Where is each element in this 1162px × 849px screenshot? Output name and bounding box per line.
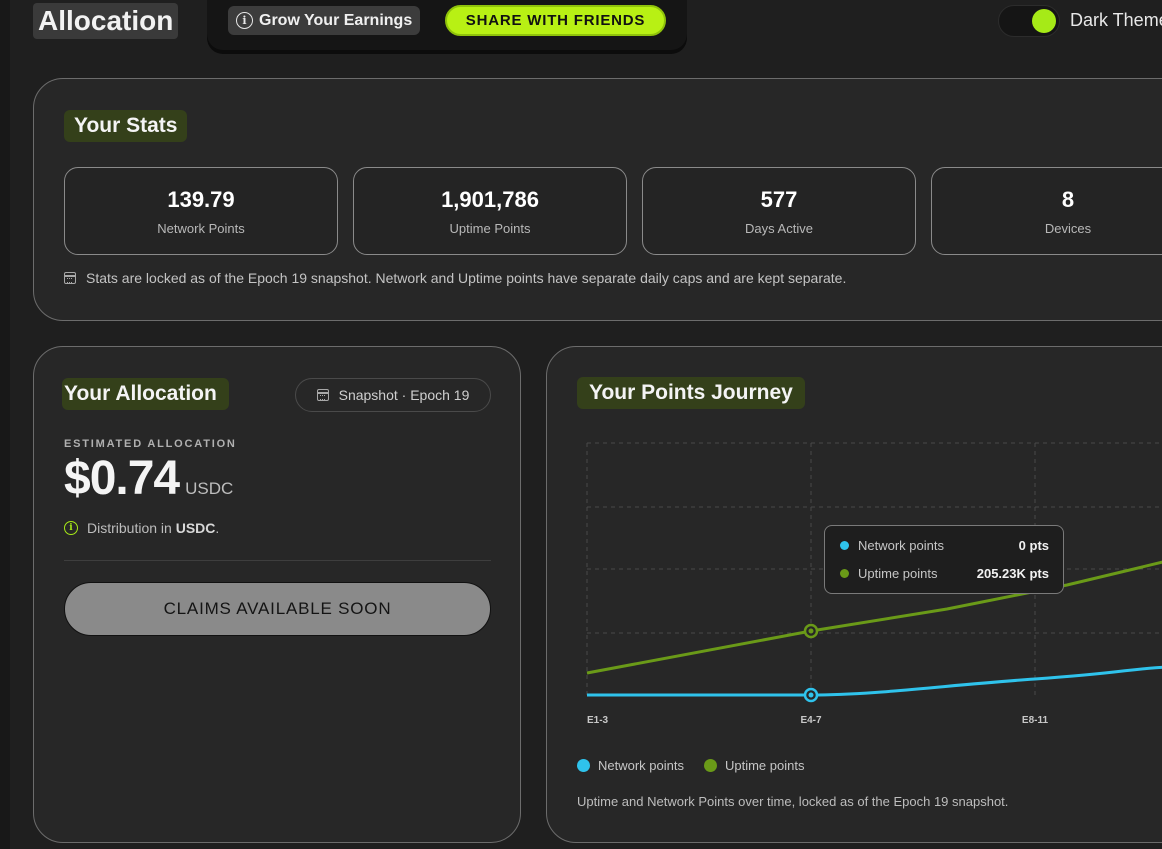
stat-value: 1,901,786: [441, 187, 539, 212]
tooltip-network-value: 0 pts: [1018, 538, 1049, 553]
divider: [64, 560, 491, 561]
page-title: Allocation: [33, 3, 179, 39]
allocation-amount-row: $0.74 USDC: [64, 451, 233, 506]
distribution-prefix: Distribution in: [87, 520, 172, 536]
stat-label: Network Points: [157, 221, 245, 236]
chart-grid: [586, 442, 1162, 695]
estimated-allocation-label: ESTIMATED ALLOCATION: [64, 438, 237, 450]
x-tick-label: E8-11: [1022, 715, 1049, 726]
network-point-dot: [808, 692, 814, 698]
share-with-friends-button[interactable]: SHARE WITH FRIENDS: [445, 5, 666, 36]
stats-note: Stats are locked as of the Epoch 19 snap…: [64, 270, 846, 286]
tooltip-uptime-label: Uptime points: [858, 566, 938, 581]
stat-devices: 8 Devices: [931, 167, 1162, 255]
journey-title: Your Points Journey: [577, 377, 805, 409]
info-icon: i: [236, 12, 253, 29]
tooltip-network-row: Network points 0 pts: [840, 538, 1049, 553]
x-tick-label: E4-7: [800, 715, 822, 726]
calendar-icon: [64, 272, 76, 284]
stat-network-points: 139.79 Network Points: [64, 167, 338, 255]
legend-uptime[interactable]: Uptime points: [703, 758, 805, 773]
stats-card: Your Stats 139.79 Network Points 1,901,7…: [33, 78, 1162, 321]
promo-bar: i Grow Your Earnings SHARE WITH FRIENDS: [207, 0, 687, 50]
uptime-dot-icon: [840, 569, 849, 578]
snapshot-label: Snapshot · Epoch 19: [338, 387, 470, 403]
grow-earnings-chip[interactable]: i Grow Your Earnings: [228, 6, 421, 35]
allocation-amount: $0.74: [64, 452, 180, 505]
allocation-card: Your Allocation Snapshot · Epoch 19 ESTI…: [33, 346, 521, 843]
chart-caption: Uptime and Network Points over time, loc…: [577, 794, 1009, 809]
claims-available-soon-button[interactable]: CLAIMS AVAILABLE SOON: [64, 582, 491, 636]
x-tick-label: E1-3: [587, 715, 609, 726]
distribution-note: i Distribution in USDC.: [64, 520, 219, 536]
tooltip-uptime-row: Uptime points 205.23K pts: [840, 566, 1049, 581]
network-dot-icon: [840, 541, 849, 550]
info-icon: i: [64, 521, 78, 535]
chart-legend: Network points Uptime points: [577, 758, 804, 773]
tooltip-network-label: Network points: [858, 538, 944, 553]
dark-theme-toggle[interactable]: [998, 5, 1060, 37]
dark-theme-label: Dark Theme: [1070, 10, 1162, 30]
stats-note-text: Stats are locked as of the Epoch 19 snap…: [86, 270, 847, 286]
network-dot-icon: [577, 759, 590, 772]
allocation-unit: USDC: [185, 479, 234, 498]
distribution-suffix: .: [215, 520, 220, 536]
stat-value: 8: [1061, 187, 1075, 212]
stat-days-active: 577 Days Active: [642, 167, 916, 255]
stat-value: 577: [760, 187, 798, 212]
grow-earnings-label: Grow Your Earnings: [259, 11, 413, 29]
stat-label: Days Active: [745, 221, 813, 236]
stats-title: Your Stats: [64, 110, 188, 142]
legend-network-label: Network points: [598, 758, 684, 773]
legend-network[interactable]: Network points: [577, 758, 684, 773]
chart-tooltip: Network points 0 pts Uptime points 205.2…: [824, 525, 1064, 594]
calendar-icon: [316, 389, 329, 401]
chart-ticks: E1-3 E4-7 E8-11: [587, 715, 1049, 726]
points-journey-chart: E1-3 E4-7 E8-11: [586, 442, 1162, 726]
tooltip-uptime-value: 205.23K pts: [976, 566, 1049, 581]
snapshot-chip: Snapshot · Epoch 19: [295, 378, 491, 412]
series-network-line: [587, 665, 1162, 697]
left-rail: [0, 0, 10, 849]
distribution-currency: USDC: [175, 520, 216, 536]
uptime-point-dot: [808, 628, 814, 634]
points-journey-card: Your Points Journey E1-3 E4-7 E8-11 Networ…: [546, 346, 1162, 843]
legend-uptime-label: Uptime points: [724, 758, 805, 773]
distribution-text: Distribution in USDC.: [87, 520, 219, 536]
toggle-knob: [1032, 9, 1056, 33]
allocation-title: Your Allocation: [62, 378, 229, 410]
series-uptime-line: [586, 560, 1162, 675]
stat-value: 139.79: [167, 187, 235, 212]
uptime-dot-icon: [703, 759, 717, 772]
stat-label: Uptime Points: [449, 221, 531, 236]
chart-lines: [586, 560, 1162, 703]
stat-label: Devices: [1044, 221, 1092, 236]
stat-uptime-points: 1,901,786 Uptime Points: [353, 167, 627, 255]
